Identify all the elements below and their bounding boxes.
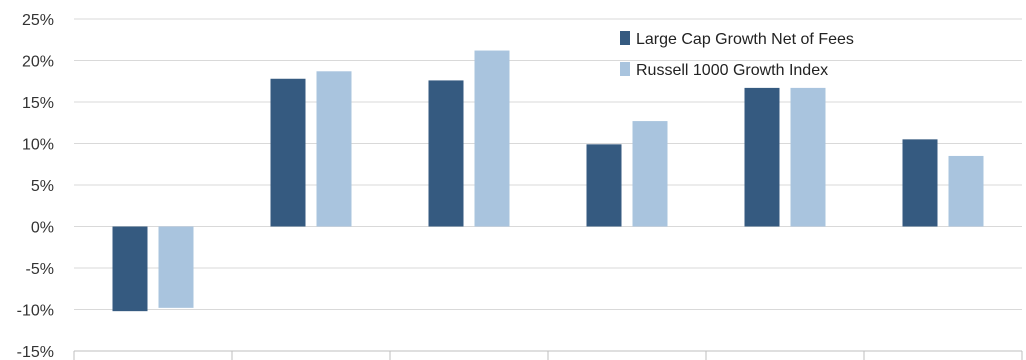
- y-tick-label: -10%: [17, 303, 54, 320]
- y-tick-label: 25%: [22, 12, 54, 29]
- bar-russell-1000-growth: [632, 121, 668, 227]
- y-axis-tick-labels: 25% 20% 15% 10% 5% 0% -5% -10% -15%: [17, 12, 54, 360]
- bar-large-cap-growth: [586, 144, 622, 227]
- bar-russell-1000-growth: [790, 87, 826, 227]
- y-tick-label: 15%: [22, 95, 54, 112]
- x-axis: [73, 350, 1023, 360]
- legend-label-russell-1000-growth: Russell 1000 Growth Index: [636, 62, 828, 79]
- y-tick-label: 5%: [31, 178, 54, 195]
- gridlines: [74, 18, 1022, 310]
- bar-large-cap-growth: [112, 226, 148, 312]
- bar-russell-1000-growth: [948, 155, 984, 227]
- y-tick-label: 10%: [22, 137, 54, 154]
- y-tick-label: -15%: [17, 344, 54, 360]
- bar-large-cap-growth: [744, 87, 780, 227]
- bar-russell-1000-growth: [474, 50, 510, 227]
- legend: Large Cap Growth Net of Fees Russell 100…: [620, 31, 854, 79]
- legend-swatch-large-cap-growth: [620, 31, 630, 45]
- bars: [112, 50, 984, 312]
- bar-large-cap-growth: [428, 80, 464, 227]
- y-tick-label: -5%: [26, 261, 54, 278]
- bar-russell-1000-growth: [158, 226, 194, 308]
- legend-label-large-cap-growth: Large Cap Growth Net of Fees: [636, 31, 854, 48]
- y-tick-label: 0%: [31, 220, 54, 237]
- bar-large-cap-growth: [270, 78, 306, 227]
- bar-russell-1000-growth: [316, 71, 352, 227]
- y-tick-label: 20%: [22, 54, 54, 71]
- legend-swatch-russell-1000-growth: [620, 62, 630, 76]
- bar-large-cap-growth: [902, 139, 938, 227]
